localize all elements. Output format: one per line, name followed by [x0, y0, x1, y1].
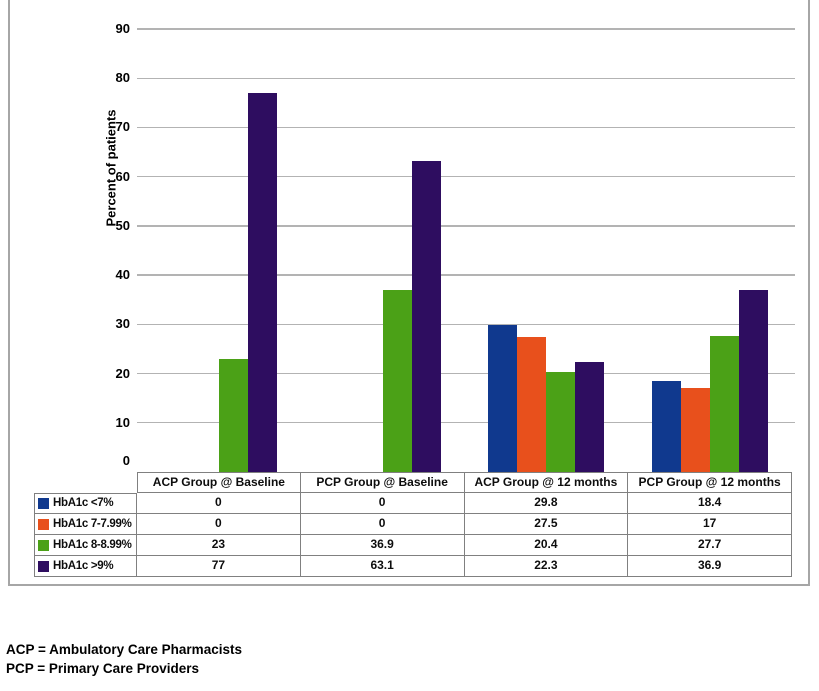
gridline-80 [137, 77, 795, 79]
bar-group-1 [137, 29, 301, 472]
table-header-cell: PCP Group @ Baseline [300, 472, 465, 493]
chart-data-table: ACP Group @ Baseline PCP Group @ Baseline… [34, 472, 792, 577]
legend-label: HbA1c <7% [53, 497, 114, 509]
bar-hba1c-7- [488, 325, 518, 472]
table-value-cell: 36.9 [628, 556, 792, 577]
table-value-cell: 18.4 [628, 493, 792, 514]
legend-swatch [38, 518, 49, 530]
legend-cell: HbA1c 8-8.99% [34, 535, 137, 556]
bar-group-4 [628, 29, 792, 472]
table-value-cell: 0 [300, 514, 465, 535]
y-tick-label-70: 70 [115, 119, 130, 135]
y-tick-label-30: 30 [115, 316, 130, 332]
table-value-cell: 29.8 [464, 493, 629, 514]
gridline-40 [137, 274, 795, 276]
gridline-20 [137, 372, 795, 375]
footnote-acp: ACP = Ambulatory Care Pharmacists [6, 642, 242, 657]
table-header-cell: ACP Group @ Baseline [137, 472, 301, 493]
table-value-cell: 77 [137, 556, 301, 577]
table-value-cell: 0 [137, 514, 301, 535]
bar-hba1c-8-8-99- [546, 371, 576, 472]
y-tick-label-50: 50 [115, 217, 130, 233]
y-tick-label-10: 10 [115, 414, 130, 430]
gridline-70 [137, 126, 795, 129]
bars-layer [137, 29, 792, 472]
y-tick-label-0: 0 [122, 453, 130, 468]
gridline-10 [137, 422, 795, 424]
bar-hba1c-7-7-99- [517, 336, 547, 472]
bar-hba1c-8-8-99- [382, 290, 412, 472]
table-corner-cell [34, 472, 137, 493]
legend-swatch [38, 539, 49, 551]
bar-hba1c-9- [575, 362, 605, 472]
bar-hba1c-9- [247, 93, 277, 472]
footnote-pcp: PCP = Primary Care Providers [6, 660, 199, 676]
legend-label: HbA1c 8-8.99% [53, 538, 132, 551]
y-tick-label-60: 60 [115, 168, 130, 184]
table-value-cell: 0 [137, 493, 301, 514]
gridline-90 [137, 28, 795, 30]
legend-swatch [38, 560, 49, 572]
y-tick-label-80: 80 [115, 70, 130, 86]
bar-group-2 [301, 29, 465, 472]
bar-hba1c-7-7-99- [681, 388, 711, 472]
plot-area [137, 28, 795, 472]
table-value-cell: 20.4 [464, 535, 629, 556]
table-header-cell: ACP Group @ 12 months [464, 472, 629, 493]
bar-hba1c-9- [739, 290, 769, 472]
legend-swatch [38, 498, 49, 509]
gridline-30 [137, 323, 795, 326]
chart-frame [8, 0, 810, 586]
table-value-cell: 27.5 [464, 514, 629, 535]
bar-hba1c-8-8-99- [710, 335, 740, 472]
bar-hba1c-7- [652, 381, 682, 472]
gridline-60 [137, 175, 795, 178]
table-value-cell: 63.1 [300, 556, 465, 577]
table-value-cell: 27.7 [628, 535, 792, 556]
table-value-cell: 0 [300, 493, 465, 514]
bar-hba1c-9- [411, 161, 441, 472]
bar-group-3 [465, 29, 629, 472]
y-tick-label-90: 90 [115, 21, 130, 36]
legend-cell: HbA1c <7% [34, 493, 137, 514]
legend-cell: HbA1c >9% [34, 556, 137, 577]
footnotes: ACP = Ambulatory Care Pharmacists PCP = … [6, 641, 242, 678]
y-tick-label-20: 20 [115, 365, 130, 381]
legend-label: HbA1c 7-7.99% [53, 517, 132, 530]
table-value-cell: 23 [137, 535, 301, 556]
table-header-cell: PCP Group @ 12 months [628, 472, 792, 493]
table-value-cell: 17 [628, 514, 792, 535]
y-tick-label-40: 40 [115, 267, 130, 283]
legend-cell: HbA1c 7-7.99% [34, 514, 137, 535]
table-value-cell: 22.3 [464, 556, 629, 577]
bar-hba1c-8-8-99- [218, 358, 248, 472]
y-axis-title: Percent of patients [103, 109, 119, 227]
legend-label: HbA1c >9% [53, 559, 114, 572]
table-value-cell: 36.9 [300, 535, 465, 556]
gridline-50 [137, 225, 795, 227]
